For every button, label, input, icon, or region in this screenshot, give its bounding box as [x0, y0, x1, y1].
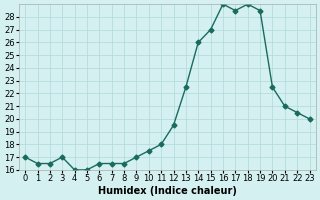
X-axis label: Humidex (Indice chaleur): Humidex (Indice chaleur) — [98, 186, 237, 196]
